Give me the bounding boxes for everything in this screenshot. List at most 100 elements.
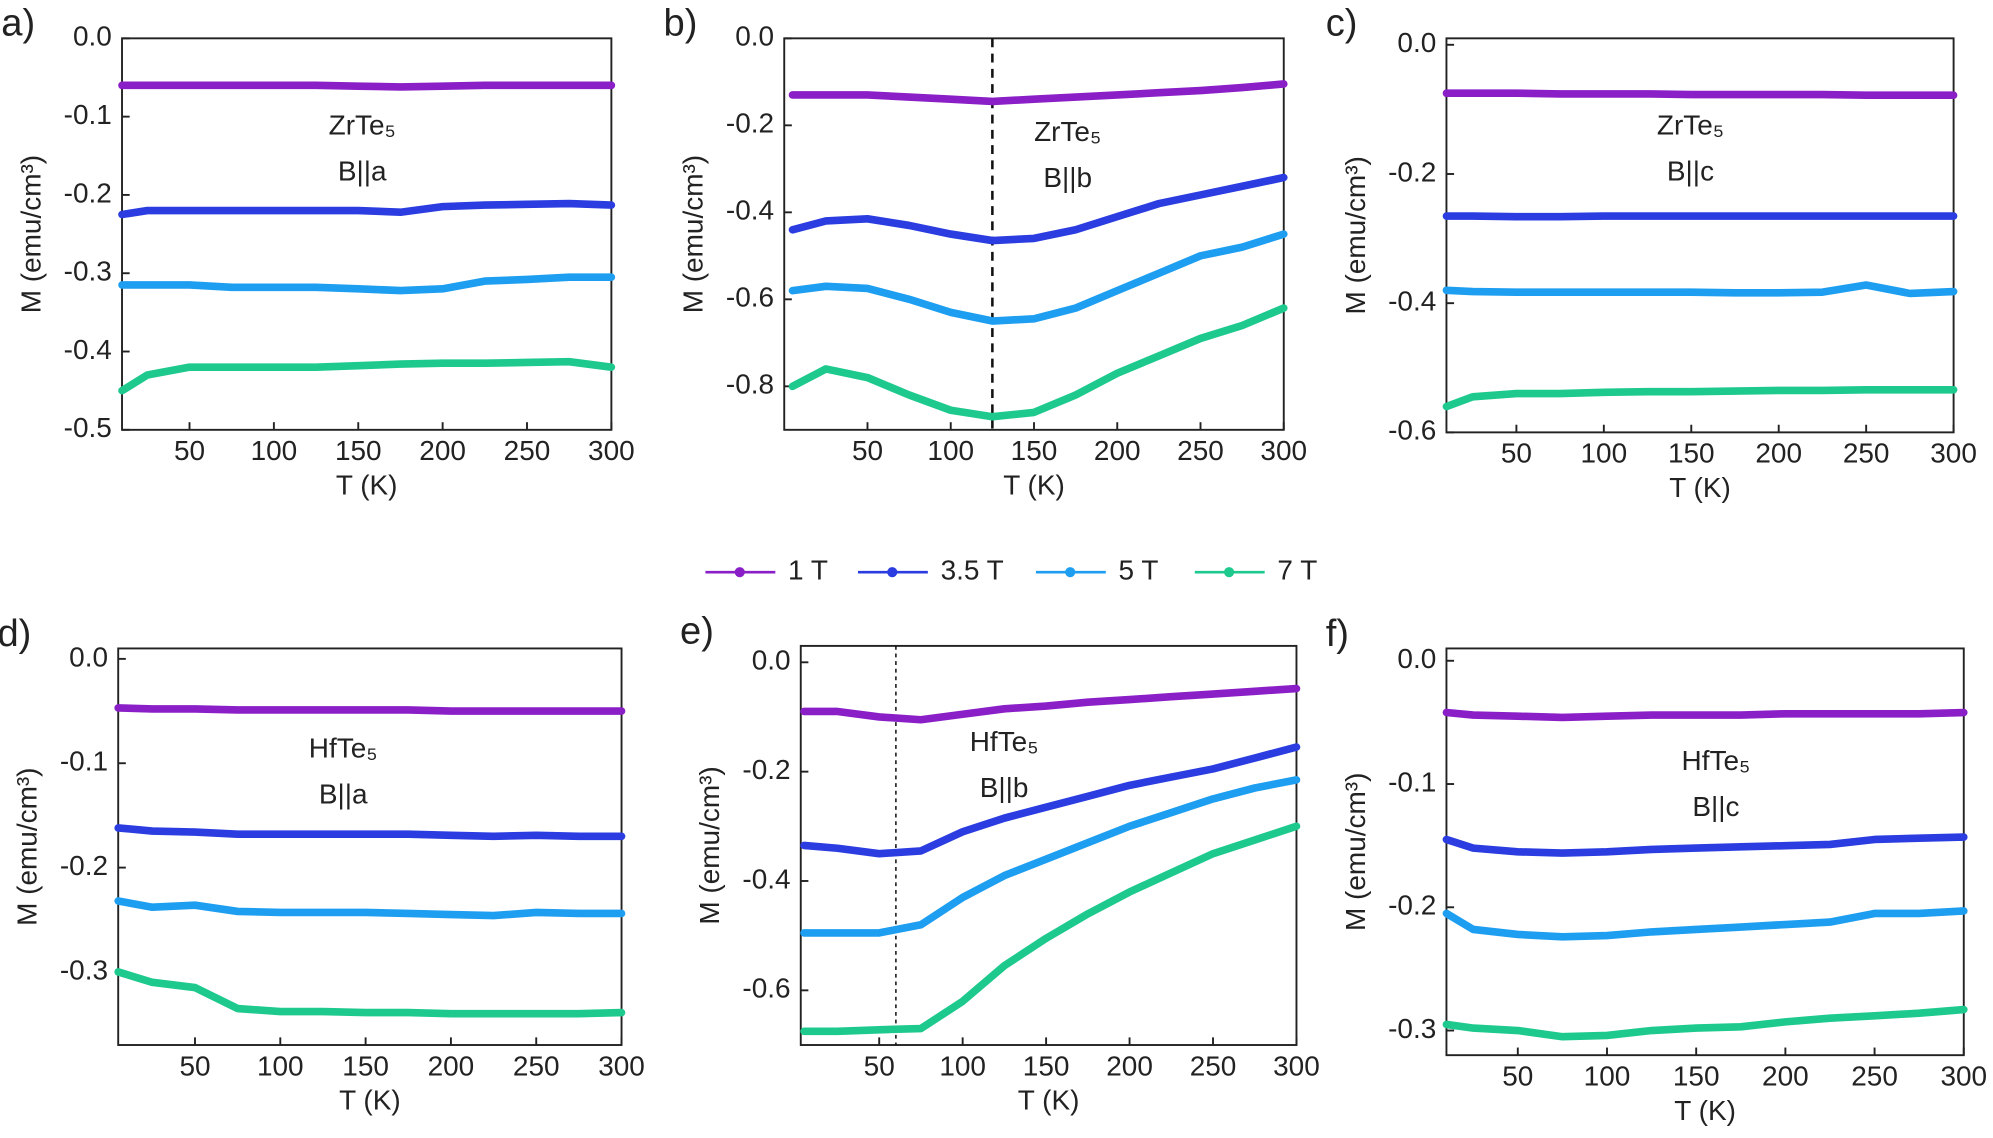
data-line <box>118 273 616 295</box>
y-tick-label: -0.2 <box>64 177 112 208</box>
panel: f) 50 100 150 200 250 300 0.0 -0.1 -0.2 -0.3 T (K) M… <box>1326 612 1987 1126</box>
x-tick-label: 250 <box>1851 1060 1898 1091</box>
data-line <box>1442 833 1968 857</box>
y-tick-label: -0.4 <box>1388 286 1436 317</box>
x-tick-label: 50 <box>174 435 205 466</box>
annotation: ZrTe₅ <box>1034 116 1101 147</box>
data-line <box>1442 708 1968 722</box>
x-tick-label: 300 <box>1940 1060 1987 1091</box>
x-tick-label: 300 <box>1930 438 1977 469</box>
x-tick-label: 100 <box>257 1050 304 1081</box>
x-tick-label: 150 <box>1011 435 1058 466</box>
x-tick-label: 150 <box>1668 438 1715 469</box>
y-tick-label: -0.1 <box>1388 766 1436 797</box>
panel: b) 50 100 150 200 250 300 0.0 -0.2 -0.4 -0.6 -0.8 T … <box>663 2 1307 501</box>
y-axis-label: M (emu/cm³) <box>1340 156 1371 314</box>
x-tick-label: 150 <box>342 1050 389 1081</box>
y-tick-label: -0.2 <box>726 108 774 139</box>
x-tick-label: 250 <box>1177 435 1224 466</box>
x-tick-label: 250 <box>1190 1050 1237 1081</box>
x-tick-label: 150 <box>335 435 382 466</box>
y-axis-label: M (emu/cm³) <box>12 768 43 926</box>
x-tick-label: 50 <box>864 1050 895 1081</box>
x-axis-label: T (K) <box>1003 469 1065 500</box>
x-tick-label: 200 <box>428 1050 475 1081</box>
x-tick-label: 300 <box>588 435 635 466</box>
x-tick-label: 200 <box>1106 1050 1153 1081</box>
y-tick-label: -0.2 <box>742 754 790 785</box>
x-tick-label: 50 <box>1501 438 1532 469</box>
data-line <box>800 684 1301 724</box>
data-line <box>114 824 626 841</box>
annotation: B||c <box>1692 791 1739 822</box>
x-tick-label: 100 <box>927 435 974 466</box>
data-line <box>1442 907 1968 941</box>
x-tick-label: 100 <box>1584 1060 1631 1091</box>
y-tick-label: -0.4 <box>64 334 112 365</box>
x-tick-label: 100 <box>1581 438 1628 469</box>
y-tick-label: -0.3 <box>60 954 108 985</box>
plot-frame <box>1445 647 1965 1057</box>
legend-marker <box>734 567 745 578</box>
annotation: HfTe₅ <box>970 726 1039 757</box>
legend-label: 3.5 T <box>941 555 1004 586</box>
data-line <box>118 199 616 219</box>
annotation: B||b <box>980 772 1029 803</box>
y-tick-label: -0.2 <box>1388 156 1436 187</box>
y-axis-label: M (emu/cm³) <box>1340 773 1371 931</box>
y-tick-label: -0.3 <box>1388 1013 1436 1044</box>
y-tick-label: -0.6 <box>742 973 790 1004</box>
x-tick-label: 100 <box>251 435 298 466</box>
data-line <box>118 357 616 395</box>
y-axis-label: M (emu/cm³) <box>15 155 46 313</box>
panel: c) 50 100 150 200 250 300 0.0 -0.2 -0.4 -0.6 T (K) M… <box>1326 2 1977 503</box>
x-tick-label: 250 <box>1843 438 1890 469</box>
x-tick-label: 300 <box>1273 1050 1320 1081</box>
panel-label: e) <box>680 609 714 652</box>
annotation: HfTe₅ <box>309 733 378 764</box>
x-axis-label: T (K) <box>339 1085 401 1116</box>
y-axis-label: M (emu/cm³) <box>694 766 725 924</box>
data-line <box>788 173 1288 245</box>
y-tick-label: -0.4 <box>726 195 774 226</box>
x-tick-label: 50 <box>1502 1060 1533 1091</box>
data-line <box>1442 212 1958 221</box>
y-tick-label: 0.0 <box>752 645 791 676</box>
y-tick-label: -0.6 <box>1388 415 1436 446</box>
y-tick-label: 0.0 <box>69 641 108 672</box>
panel-label: b) <box>663 2 697 45</box>
y-tick-label: -0.2 <box>1388 890 1436 921</box>
data-line <box>788 230 1288 325</box>
x-tick-label: 50 <box>179 1050 210 1081</box>
annotation: B||a <box>338 155 387 186</box>
x-tick-label: 300 <box>598 1050 645 1081</box>
panel: a) 50 100 150 200 250 300 0.0 -0.1 -0.2 -0.3 -0.4 -0… <box>1 2 634 501</box>
y-tick-label: -0.2 <box>60 850 108 881</box>
annotation: ZrTe₅ <box>1657 110 1724 141</box>
data-line <box>800 776 1301 937</box>
x-tick-label: 200 <box>1755 438 1802 469</box>
y-tick-label: -0.1 <box>60 746 108 777</box>
legend-marker <box>1224 567 1235 578</box>
y-tick-label: -0.8 <box>726 369 774 400</box>
legend-marker <box>887 567 898 578</box>
panel-label: a) <box>1 2 35 45</box>
data-line <box>800 743 1301 858</box>
data-line <box>118 81 616 91</box>
x-tick-label: 250 <box>513 1050 560 1081</box>
x-axis-label: T (K) <box>1018 1085 1080 1116</box>
x-tick-label: 100 <box>939 1050 986 1081</box>
x-tick-label: 150 <box>1023 1050 1070 1081</box>
legend-marker <box>1065 567 1076 578</box>
x-axis-label: T (K) <box>1669 472 1731 503</box>
data-line <box>800 822 1301 1036</box>
data-line <box>1442 89 1958 99</box>
data-line <box>114 897 626 920</box>
x-tick-label: 50 <box>852 435 883 466</box>
data-line <box>788 80 1288 106</box>
y-tick-label: 0.0 <box>73 21 112 52</box>
plot-frame <box>117 647 623 1046</box>
x-tick-label: 200 <box>1762 1060 1809 1091</box>
x-axis-label: T (K) <box>1674 1095 1736 1126</box>
